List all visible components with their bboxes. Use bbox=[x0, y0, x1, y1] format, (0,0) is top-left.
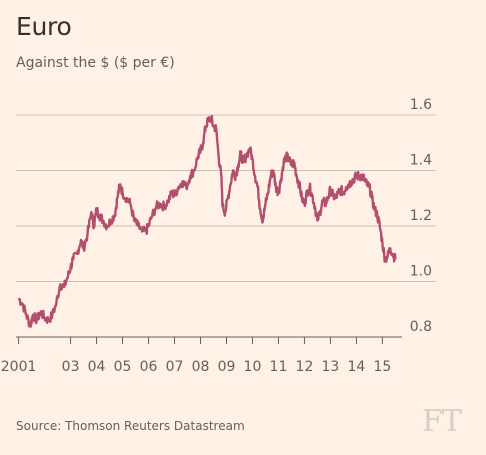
x-tick-label: 12 bbox=[296, 359, 314, 375]
x-tick-label: 15 bbox=[373, 359, 391, 375]
source-note: Source: Thomson Reuters Datastream bbox=[16, 419, 245, 433]
y-tick-label: 1.4 bbox=[410, 153, 432, 169]
x-tick-label: 11 bbox=[270, 359, 288, 375]
ft-logo: FT bbox=[422, 404, 462, 439]
x-tick-label: 09 bbox=[218, 359, 236, 375]
series-line-euro bbox=[17, 114, 397, 328]
x-tick-label: 03 bbox=[62, 359, 80, 375]
x-tick-label: 08 bbox=[192, 359, 210, 375]
x-tick-label: 13 bbox=[322, 359, 340, 375]
y-tick-label: 1.0 bbox=[410, 264, 432, 280]
y-tick-label: 1.6 bbox=[410, 97, 432, 113]
y-tick-label: 1.2 bbox=[410, 208, 432, 224]
chart-subtitle: Against the $ ($ per €) bbox=[16, 55, 175, 71]
line-chart: 0.8 1.0 1.2 1.4 1.6 2001 03 04 05 06 07 08 09 10 11 12… bbox=[1, 97, 436, 375]
x-tick-label: 06 bbox=[140, 359, 158, 375]
x-tick-label: 10 bbox=[244, 359, 262, 375]
x-tick-label: 07 bbox=[166, 359, 184, 375]
x-axis: 2001 03 04 05 06 07 08 09 10 11 12 13 14 15 bbox=[1, 336, 402, 375]
series-layer bbox=[17, 114, 397, 328]
chart-title: Euro bbox=[16, 12, 72, 41]
x-tick-label: 14 bbox=[348, 359, 366, 375]
x-tick-label: 2001 bbox=[1, 359, 37, 375]
gridlines bbox=[16, 114, 436, 282]
y-axis-ticks: 0.8 1.0 1.2 1.4 1.6 bbox=[410, 97, 432, 335]
x-tick-label: 04 bbox=[88, 359, 106, 375]
x-tick-label: 05 bbox=[114, 359, 132, 375]
y-tick-label: 0.8 bbox=[410, 319, 432, 335]
